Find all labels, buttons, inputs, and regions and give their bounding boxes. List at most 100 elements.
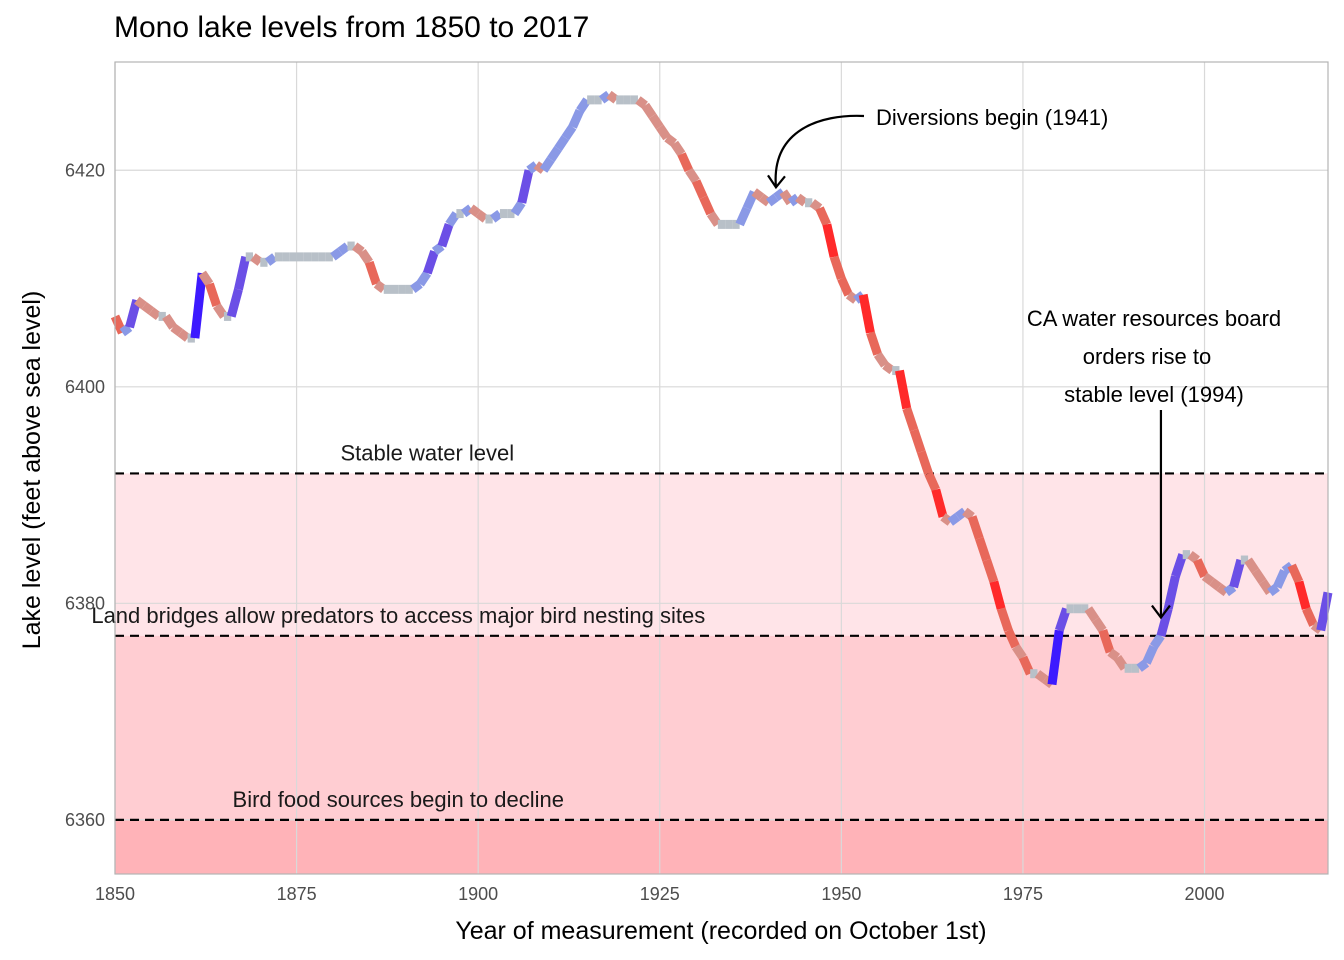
series-segment-1917 — [598, 90, 612, 104]
series-segment-1900 — [475, 209, 489, 223]
series-segment-2000 — [1201, 572, 1215, 586]
series-segment-1947 — [815, 206, 831, 227]
x-tick-label-1850: 1850 — [95, 884, 135, 904]
series-segment-1980 — [1054, 607, 1071, 632]
series-segment-2016 — [1316, 591, 1333, 632]
annotation-board-line-2: stable level (1994) — [1064, 382, 1244, 407]
annotation-board-line-0: CA water resources board — [1027, 306, 1281, 331]
series-segment-2003 — [1223, 583, 1237, 597]
series-segment-1851 — [119, 323, 133, 337]
series-segment-1943 — [787, 193, 801, 207]
series-segment-1949 — [829, 255, 846, 280]
series-segment-1896 — [445, 211, 461, 227]
series-segment-2010 — [1273, 569, 1289, 589]
series-segment-1977 — [1034, 670, 1048, 683]
series-segment-1859 — [177, 329, 191, 342]
series-segment-1926 — [664, 134, 677, 147]
series-segment-1955 — [873, 351, 889, 368]
annotation-diversions-arrowhead — [767, 174, 786, 190]
series-segment-1923 — [641, 102, 657, 119]
series-segment-2004 — [1229, 558, 1246, 589]
series-segment-1967 — [962, 507, 975, 521]
series-segment-1924 — [648, 113, 664, 130]
series-segment-1961 — [916, 450, 933, 475]
series-segment-1922 — [635, 96, 648, 109]
series-segment-1996 — [1171, 553, 1187, 578]
lake-level-series — [110, 90, 1333, 689]
series-segment-1973 — [1004, 628, 1020, 649]
series-segment-1927 — [670, 140, 686, 157]
series-segment-1958 — [895, 369, 912, 410]
threshold-label-0: Stable water level — [341, 440, 515, 465]
series-segment-1988 — [1113, 654, 1129, 671]
series-segment-1861 — [190, 272, 207, 339]
x-tick-label-1925: 1925 — [640, 884, 680, 904]
series-segment-1946 — [809, 199, 823, 212]
series-segment-2013 — [1294, 580, 1311, 610]
series-segment-1891 — [410, 280, 423, 293]
y-axis-title: Lake level (feet above sea level) — [18, 291, 46, 650]
series-segment-1969 — [975, 536, 991, 562]
x-axis-ticks: 1850 1875 1900 1925 1950 1975 2000 — [95, 884, 1225, 904]
series-segment-1880 — [330, 247, 343, 261]
series-segment-1884 — [358, 248, 373, 265]
series-segment-1962 — [924, 471, 940, 492]
series-segment-1965 — [947, 513, 961, 526]
series-segment-1907 — [526, 161, 539, 174]
series-segment-1913 — [568, 108, 584, 129]
band-0 — [115, 473, 1328, 636]
annotations: Diversions begin (1941) CA water resource… — [767, 105, 1281, 620]
series-segment-1972 — [996, 607, 1013, 632]
series-segment-1979 — [1047, 629, 1064, 686]
series-segment-1866 — [226, 288, 243, 318]
series-segment-1881 — [337, 242, 351, 256]
series-segment-1948 — [822, 223, 839, 258]
threshold-label-2: Bird food sources begin to decline — [233, 787, 564, 812]
series-segment-1885 — [364, 260, 381, 286]
series-segment-1950 — [837, 276, 853, 297]
series-segment-1886 — [373, 280, 387, 293]
series-segment-1855 — [148, 307, 162, 321]
y-axis-ticks: 6360 6380 6400 6420 — [65, 160, 105, 830]
series-segment-1995 — [1163, 575, 1180, 610]
series-segment-1956 — [882, 361, 895, 375]
x-tick-label-1900: 1900 — [458, 884, 498, 904]
series-segment-1991 — [1136, 659, 1150, 672]
series-segment-1864 — [212, 303, 228, 319]
series-segment-1899 — [468, 204, 481, 218]
series-segment-2009 — [1267, 583, 1280, 597]
x-tick-label-1975: 1975 — [1003, 884, 1043, 904]
series-segment-1898 — [460, 204, 474, 218]
series-segment-1906 — [517, 169, 534, 204]
series-segment-1959 — [902, 407, 919, 432]
series-segment-1994 — [1156, 607, 1173, 637]
series-segment-1931 — [699, 195, 715, 216]
series-segment-1895 — [437, 222, 454, 248]
chart-title: Mono lake levels from 1850 to 2017 — [114, 11, 589, 44]
series-segment-1871 — [264, 253, 278, 266]
x-tick-label-2000: 2000 — [1184, 884, 1224, 904]
x-axis-title: Year of measurement (recorded on October… — [455, 917, 986, 945]
series-segment-2002 — [1216, 583, 1230, 597]
series-segment-1938 — [751, 188, 765, 201]
series-segment-1905 — [510, 200, 526, 217]
series-segment-1862 — [198, 270, 214, 287]
series-segment-1867 — [234, 255, 251, 291]
series-segment-1939 — [758, 193, 772, 207]
y-tick-label-6360: 6360 — [65, 810, 105, 830]
series-segment-1987 — [1107, 648, 1121, 662]
series-segment-1954 — [866, 331, 882, 356]
series-segment-1993 — [1149, 633, 1165, 650]
threshold-lines: Stable water level Land bridges allow pre… — [91, 440, 1328, 821]
series-segment-1857 — [162, 313, 177, 330]
series-segment-1932 — [706, 211, 722, 227]
series-segment-1858 — [170, 323, 184, 337]
series-segment-1910 — [547, 146, 562, 162]
series-segment-2001 — [1209, 578, 1222, 591]
series-segment-1940 — [766, 193, 779, 207]
series-segment-1998 — [1187, 551, 1200, 564]
series-segment-1971 — [989, 580, 1006, 610]
series-segment-2007 — [1251, 568, 1267, 585]
series-segment-1992 — [1142, 644, 1158, 665]
series-segment-1974 — [1011, 644, 1027, 660]
